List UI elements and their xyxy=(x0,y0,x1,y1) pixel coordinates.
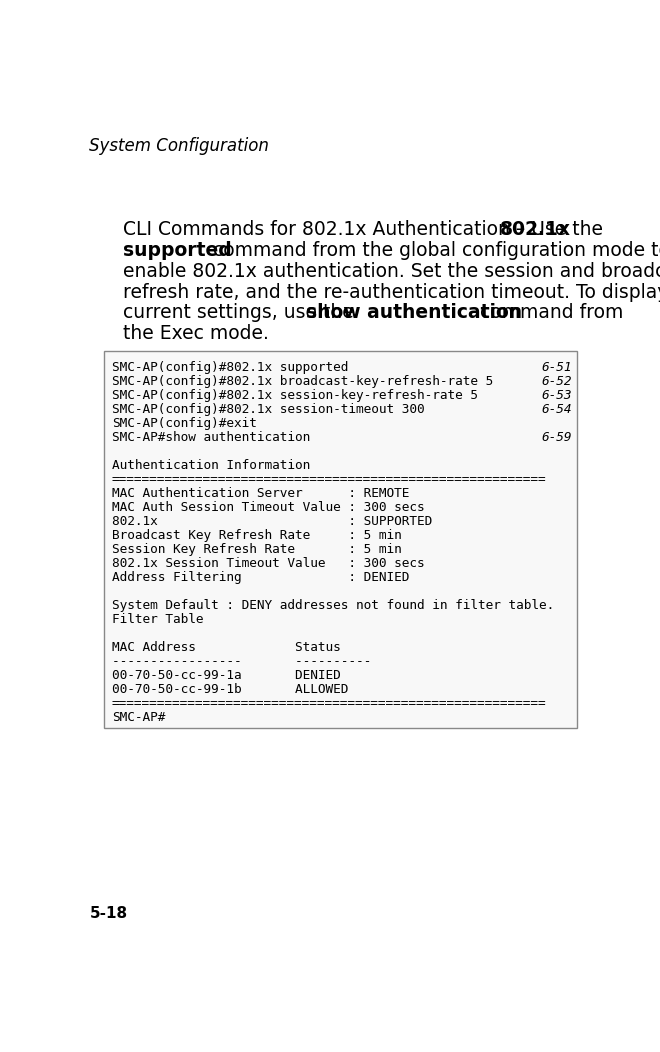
Bar xyxy=(104,351,577,728)
Text: 6-53: 6-53 xyxy=(542,389,572,402)
Text: 802.1x Session Timeout Value   : 300 secs: 802.1x Session Timeout Value : 300 secs xyxy=(112,558,424,570)
Text: 00-70-50-cc-99-1a       DENIED: 00-70-50-cc-99-1a DENIED xyxy=(112,669,341,683)
Text: 5-18: 5-18 xyxy=(90,906,129,920)
Text: refresh rate, and the re-authentication timeout. To display the: refresh rate, and the re-authentication … xyxy=(123,283,660,302)
Text: SMC-AP(config)#802.1x supported: SMC-AP(config)#802.1x supported xyxy=(112,361,348,375)
Text: command from the global configuration mode to: command from the global configuration mo… xyxy=(207,241,660,260)
Text: SMC-AP(config)#exit: SMC-AP(config)#exit xyxy=(112,418,257,430)
Text: command from: command from xyxy=(474,303,623,322)
Text: -----------------       ----------: ----------------- ---------- xyxy=(112,655,371,668)
Text: SMC-AP#show authentication: SMC-AP#show authentication xyxy=(112,431,310,444)
Text: SMC-AP(config)#802.1x session-key-refresh-rate 5: SMC-AP(config)#802.1x session-key-refres… xyxy=(112,389,478,402)
Text: =========================================================: ========================================… xyxy=(112,473,546,486)
Text: System Configuration: System Configuration xyxy=(88,137,269,155)
Text: Address Filtering              : DENIED: Address Filtering : DENIED xyxy=(112,571,409,584)
Text: enable 802.1x authentication. Set the session and broadcast key: enable 802.1x authentication. Set the se… xyxy=(123,262,660,281)
Text: show authentication: show authentication xyxy=(306,303,523,322)
Text: 6-51: 6-51 xyxy=(542,361,572,375)
Text: supported: supported xyxy=(123,241,232,260)
Text: Broadcast Key Refresh Rate     : 5 min: Broadcast Key Refresh Rate : 5 min xyxy=(112,529,402,542)
Text: 6-52: 6-52 xyxy=(542,376,572,388)
Text: 6-59: 6-59 xyxy=(542,431,572,444)
Text: System Default : DENY addresses not found in filter table.: System Default : DENY addresses not foun… xyxy=(112,600,554,612)
Text: Filter Table: Filter Table xyxy=(112,613,203,626)
Text: SMC-AP(config)#802.1x session-timeout 300: SMC-AP(config)#802.1x session-timeout 30… xyxy=(112,403,424,417)
Text: MAC Auth Session Timeout Value : 300 secs: MAC Auth Session Timeout Value : 300 sec… xyxy=(112,501,424,514)
Text: 802.1x                         : SUPPORTED: 802.1x : SUPPORTED xyxy=(112,515,432,528)
Text: 6-54: 6-54 xyxy=(542,403,572,417)
Text: Authentication Information: Authentication Information xyxy=(112,459,310,472)
Text: =========================================================: ========================================… xyxy=(112,697,546,710)
Text: Session Key Refresh Rate       : 5 min: Session Key Refresh Rate : 5 min xyxy=(112,543,402,557)
Text: SMC-AP(config)#802.1x broadcast-key-refresh-rate 5: SMC-AP(config)#802.1x broadcast-key-refr… xyxy=(112,376,493,388)
Text: 802.1x: 802.1x xyxy=(500,220,570,239)
Text: MAC Authentication Server      : REMOTE: MAC Authentication Server : REMOTE xyxy=(112,487,409,500)
Text: 00-70-50-cc-99-1b       ALLOWED: 00-70-50-cc-99-1b ALLOWED xyxy=(112,684,348,696)
Text: the Exec mode.: the Exec mode. xyxy=(123,324,269,343)
Text: CLI Commands for 802.1x Authentication – Use the: CLI Commands for 802.1x Authentication –… xyxy=(123,220,609,239)
Text: MAC Address             Status: MAC Address Status xyxy=(112,642,341,654)
Text: SMC-AP#: SMC-AP# xyxy=(112,711,165,725)
Text: current settings, use the: current settings, use the xyxy=(123,303,360,322)
